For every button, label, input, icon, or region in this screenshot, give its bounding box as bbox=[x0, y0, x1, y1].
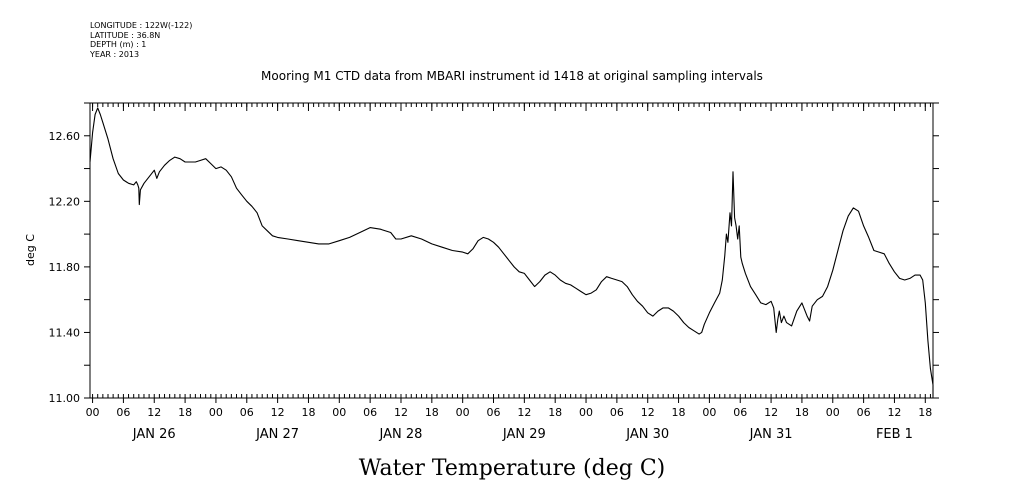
x-hour-label: 00 bbox=[456, 406, 470, 419]
x-hour-label: 06 bbox=[240, 406, 254, 419]
y-tick-label: 12.20 bbox=[49, 195, 81, 208]
x-hour-label: 18 bbox=[548, 406, 562, 419]
meta-depth: DEPTH (m) : 1 bbox=[90, 40, 147, 49]
meta-longitude: LONGITUDE : 122W(-122) bbox=[90, 21, 193, 30]
x-day-label: JAN 30 bbox=[625, 427, 669, 442]
chart-title: Mooring M1 CTD data from MBARI instrumen… bbox=[261, 69, 763, 83]
x-hour-label: 18 bbox=[425, 406, 439, 419]
temperature-series-line bbox=[89, 107, 934, 397]
x-hour-label: 12 bbox=[764, 406, 778, 419]
metadata-block: LONGITUDE : 122W(-122) LATITUDE : 36.8N … bbox=[90, 21, 192, 59]
x-hour-label: 00 bbox=[826, 406, 840, 419]
x-day-label: JAN 26 bbox=[132, 427, 176, 442]
x-hour-label: 12 bbox=[147, 406, 161, 419]
x-hour-label: 18 bbox=[178, 406, 192, 419]
x-day-label: JAN 27 bbox=[255, 427, 299, 442]
x-hour-label: 12 bbox=[271, 406, 285, 419]
x-axis: 00 06 12 18 00 06 12 18 00 06 12 18 00 06 12 18 00 06 12 18… bbox=[86, 103, 932, 442]
x-hour-label: 18 bbox=[301, 406, 315, 419]
x-hour-label: 06 bbox=[857, 406, 871, 419]
x-hour-label: 00 bbox=[332, 406, 346, 419]
x-hour-label: 18 bbox=[918, 406, 932, 419]
plot-frame bbox=[89, 102, 934, 399]
x-hour-label: 06 bbox=[487, 406, 501, 419]
x-hour-label: 00 bbox=[209, 406, 223, 419]
minor-tick-marks bbox=[92, 103, 931, 398]
x-hour-label: 06 bbox=[116, 406, 130, 419]
y-tick-label: 12.60 bbox=[49, 130, 81, 143]
x-hour-label: 06 bbox=[610, 406, 624, 419]
meta-latitude: LATITUDE : 36.8N bbox=[90, 30, 161, 40]
x-hour-label: 00 bbox=[702, 406, 716, 419]
x-hour-label: 06 bbox=[733, 406, 747, 419]
x-hour-label: 06 bbox=[363, 406, 377, 419]
x-day-label: JAN 29 bbox=[502, 427, 546, 442]
series-layer bbox=[89, 107, 934, 397]
x-hour-label: 00 bbox=[579, 406, 593, 419]
x-day-label: FEB 1 bbox=[876, 427, 913, 442]
x-hour-label: 00 bbox=[86, 406, 100, 419]
x-hour-label: 12 bbox=[517, 406, 531, 419]
x-hour-label: 12 bbox=[394, 406, 408, 419]
x-day-label: JAN 28 bbox=[379, 427, 423, 442]
x-day-label: JAN 31 bbox=[749, 427, 793, 442]
x-hour-label: 12 bbox=[641, 406, 655, 419]
y-axis-label: deg C bbox=[24, 234, 37, 266]
meta-year: YEAR : 2013 bbox=[90, 49, 140, 59]
x-hour-label: 18 bbox=[795, 406, 809, 419]
x-axis-label: Water Temperature (deg C) bbox=[359, 456, 666, 481]
y-tick-label: 11.40 bbox=[49, 326, 81, 339]
y-tick-label: 11.80 bbox=[49, 261, 81, 274]
y-axis: 11.00 11.40 11.80 12.20 12.60 bbox=[49, 102, 939, 405]
y-tick-label: 11.00 bbox=[49, 392, 81, 405]
x-hour-label: 12 bbox=[887, 406, 901, 419]
x-hour-label: 18 bbox=[672, 406, 686, 419]
